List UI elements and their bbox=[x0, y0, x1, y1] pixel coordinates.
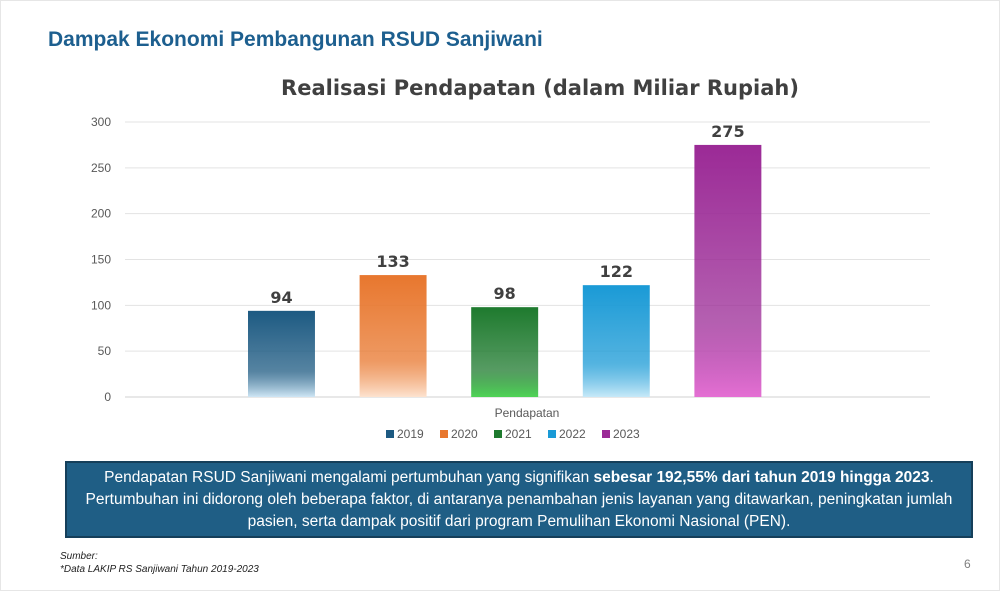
y-axis-ticks: 0 50 100 150 200 250 300 bbox=[91, 115, 111, 404]
slide-title: Dampak Ekonomi Pembangunan RSUD Sanjiwan… bbox=[48, 28, 543, 51]
legend-swatch-2023 bbox=[602, 430, 610, 438]
source-note: Sumber: *Data LAKIP RS Sanjiwani Tahun 2… bbox=[60, 550, 259, 576]
y-tick-label: 150 bbox=[91, 253, 111, 267]
chart-legend: 2019 2020 2021 2022 2023 bbox=[386, 427, 640, 441]
legend-swatch-2021 bbox=[494, 430, 502, 438]
x-axis-label: Pendapatan bbox=[495, 406, 560, 420]
legend-swatch-2020 bbox=[440, 430, 448, 438]
legend-label-2023: 2023 bbox=[613, 427, 640, 441]
bar-2022 bbox=[582, 285, 650, 397]
summary-box: Pendapatan RSUD Sanjiwani mengalami pert… bbox=[65, 461, 973, 538]
bar-2019 bbox=[248, 310, 315, 397]
summary-text: Pendapatan RSUD Sanjiwani mengalami pert… bbox=[104, 469, 594, 486]
page-number: 6 bbox=[964, 557, 971, 571]
revenue-chart: Realisasi Pendapatan (dalam Miliar Rupia… bbox=[91, 76, 930, 441]
chart-bars bbox=[248, 144, 762, 397]
data-label-2020: 133 bbox=[376, 252, 409, 271]
summary-highlight: sebesar 192,55% dari tahun 2019 hingga 2… bbox=[593, 469, 930, 486]
bar-2020 bbox=[359, 275, 427, 397]
summary-text-end: . Pertumbuhan ini didorong oleh beberapa… bbox=[85, 469, 953, 530]
data-label-2021: 98 bbox=[494, 284, 516, 303]
source-text: *Data LAKIP RS Sanjiwani Tahun 2019-2023 bbox=[60, 564, 259, 575]
legend-swatch-2022 bbox=[548, 430, 556, 438]
data-label-2023: 275 bbox=[711, 122, 744, 141]
bar-2021 bbox=[471, 307, 539, 397]
legend-label-2020: 2020 bbox=[451, 427, 478, 441]
legend-label-2019: 2019 bbox=[397, 427, 424, 441]
y-tick-label: 100 bbox=[91, 298, 111, 312]
data-labels: 94 133 98 122 275 bbox=[270, 122, 744, 307]
legend-swatch-2019 bbox=[386, 430, 394, 438]
data-label-2019: 94 bbox=[270, 288, 292, 307]
bar-2023 bbox=[694, 144, 762, 397]
source-label: Sumber: bbox=[60, 551, 98, 562]
legend-label-2021: 2021 bbox=[505, 427, 532, 441]
y-tick-label: 0 bbox=[104, 390, 111, 404]
chart-title: Realisasi Pendapatan (dalam Miliar Rupia… bbox=[281, 76, 799, 100]
y-tick-label: 200 bbox=[91, 207, 111, 221]
y-tick-label: 250 bbox=[91, 161, 111, 175]
data-label-2022: 122 bbox=[600, 262, 633, 281]
legend-label-2022: 2022 bbox=[559, 427, 586, 441]
y-tick-label: 300 bbox=[91, 115, 111, 129]
y-tick-label: 50 bbox=[98, 344, 112, 358]
